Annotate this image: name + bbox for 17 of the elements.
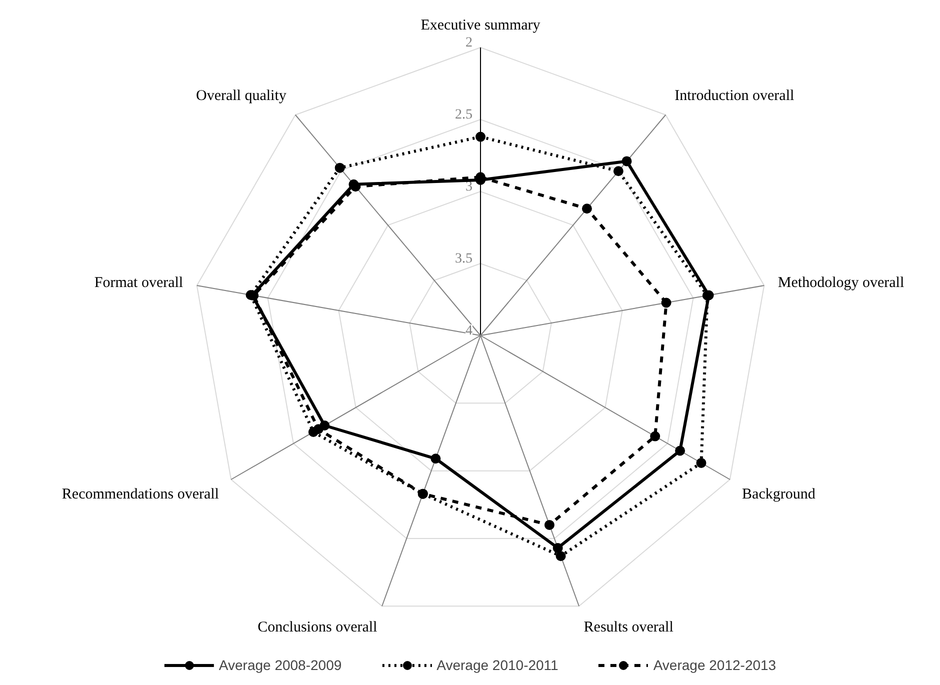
legend-label: Average 2010-2011 xyxy=(436,657,558,673)
spoke-label: Format overall xyxy=(94,275,184,292)
spoke-label: Methodology overall xyxy=(778,275,904,292)
y-tick-label: 2 xyxy=(466,36,472,50)
y-tick-label: 2.5 xyxy=(455,108,472,122)
spoke-label: Recommendations overall xyxy=(62,486,219,502)
legend-label: Average 2008-2009 xyxy=(218,657,342,673)
spoke-label: Introduction overall xyxy=(674,88,794,104)
spoke-label: Overall quality xyxy=(196,88,287,104)
y-tick-label: 3 xyxy=(466,180,472,194)
spoke-label: Executive summary xyxy=(420,18,541,34)
spoke-label: Conclusions overall xyxy=(258,619,378,636)
legend-label: Average 2012-2013 xyxy=(653,657,776,673)
spoke-label: Results overall xyxy=(584,619,674,636)
spoke-label: Background xyxy=(742,486,816,502)
y-tick-label: 4 xyxy=(466,324,472,338)
y-tick-label: 3.5 xyxy=(455,252,472,266)
